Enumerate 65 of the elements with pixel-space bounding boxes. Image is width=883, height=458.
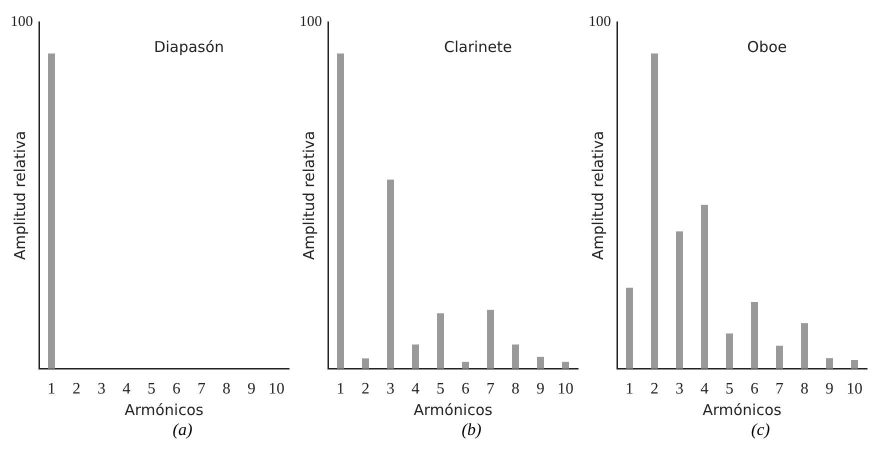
bar [851, 360, 858, 369]
bar [701, 204, 708, 369]
bar [412, 344, 419, 369]
bar [437, 313, 444, 369]
x-tick-label: 5 [436, 380, 444, 398]
x-tick-label: 3 [386, 380, 394, 398]
bar [362, 358, 369, 369]
x-axis-title: Armónicos [414, 400, 493, 419]
x-tick-label: 1 [336, 380, 344, 398]
bar [337, 54, 344, 369]
x-tick-label: 4 [122, 380, 130, 398]
x-tick-label: 6 [750, 380, 758, 398]
x-axis-title: Armónicos [702, 400, 782, 419]
x-tick-label: 7 [198, 380, 206, 398]
bar [751, 302, 758, 369]
x-tick-label: 7 [776, 380, 784, 398]
bar [651, 54, 658, 369]
x-tick-label: 9 [536, 380, 544, 398]
bar [487, 310, 494, 369]
x-tick-label: 4 [412, 380, 420, 398]
bar [626, 288, 633, 369]
x-tick-label: 2 [362, 380, 370, 398]
x-tick-label: 5 [148, 380, 156, 398]
x-tick-label: 1 [48, 380, 56, 398]
bar [826, 358, 833, 369]
x-tick-label: 6 [172, 380, 180, 398]
x-tick-label: 1 [626, 380, 634, 398]
x-tick-label: 9 [826, 380, 834, 398]
bar [676, 231, 683, 369]
bar [562, 362, 569, 369]
text: (b) [460, 420, 482, 440]
x-tick-label: 7 [486, 380, 494, 398]
bar [387, 180, 394, 369]
chart-title: Oboe [747, 38, 787, 56]
x-tick-label: 9 [248, 380, 256, 398]
bar [726, 333, 733, 369]
x-tick-label: 10 [558, 380, 574, 398]
x-tick-label: 2 [72, 380, 80, 398]
x-tick-label: 8 [222, 380, 230, 398]
chart-title: Diapasón [154, 38, 224, 56]
bar [801, 323, 808, 369]
x-tick-label: 10 [846, 380, 862, 398]
x-tick-label: 8 [512, 380, 520, 398]
x-tick-label: 4 [700, 380, 708, 398]
text: 100 [300, 14, 322, 30]
x-tick-label: 3 [676, 380, 684, 398]
text: (a) [172, 420, 194, 440]
y-axis-title: Amplitud relativa [300, 130, 318, 260]
y-axis-title: Amplitud relativa [588, 130, 607, 260]
y-axis-title: Amplitud relativa [10, 130, 29, 260]
bar [512, 344, 519, 369]
x-tick-label: 8 [800, 380, 808, 398]
x-tick-label: 3 [98, 380, 106, 398]
x-tick-label: 5 [726, 380, 734, 398]
x-tick-label: 10 [268, 380, 284, 398]
text: (c) [750, 420, 771, 440]
bar [776, 346, 783, 369]
x-axis-title: Armónicos [124, 400, 204, 419]
bar [462, 362, 469, 369]
chart-title: Clarinete [444, 38, 512, 56]
text: 100 [10, 14, 33, 30]
text: 100 [588, 14, 611, 30]
x-tick-label: 2 [650, 380, 658, 398]
bar [537, 356, 544, 369]
x-tick-label: 6 [462, 380, 470, 398]
